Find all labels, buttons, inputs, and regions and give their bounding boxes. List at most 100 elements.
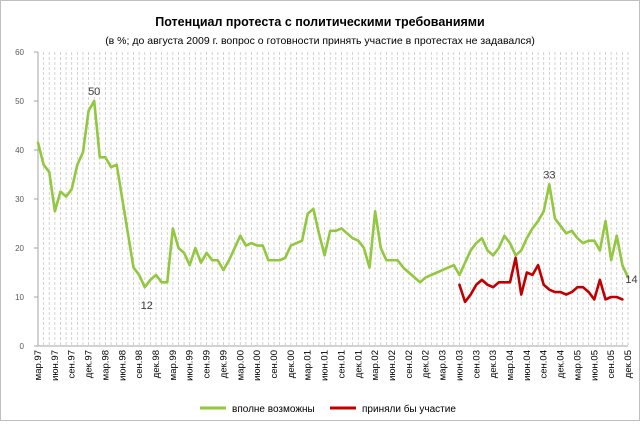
series-1-point <box>486 249 489 252</box>
series-1-point <box>447 266 450 269</box>
series-2-point <box>481 278 483 281</box>
series-1-point <box>155 274 157 276</box>
series-2-point <box>554 291 556 293</box>
x-tick-label: мар.99 <box>168 350 179 380</box>
series-1-point <box>312 207 315 210</box>
series-1-point <box>87 109 90 112</box>
x-tick-label: дек.98 <box>151 350 162 378</box>
series-1-point <box>497 247 500 249</box>
x-tick-label: дек.03 <box>488 350 499 378</box>
series-1-point <box>621 264 624 267</box>
data-label: 33 <box>543 169 555 181</box>
series-1-point <box>160 281 163 284</box>
series-1-point <box>469 249 472 252</box>
series-1-point <box>233 247 236 249</box>
series-1-point <box>295 242 298 245</box>
x-tick-label: дек.02 <box>421 350 432 378</box>
data-label: 12 <box>141 300 153 312</box>
y-tick-label: 20 <box>15 244 24 253</box>
series-2-point <box>492 286 495 289</box>
series-2-point <box>525 271 528 274</box>
series-1-point <box>374 210 377 213</box>
series-1-point <box>363 247 365 249</box>
x-tick-label: дек.00 <box>286 350 297 378</box>
series-1-point <box>615 234 618 237</box>
series-1-point <box>458 274 461 276</box>
series-1-point <box>548 183 551 186</box>
series-1-point <box>70 188 73 191</box>
series-1-point <box>228 259 230 262</box>
series-2-point <box>509 281 511 284</box>
x-tick-label: июн.02 <box>387 350 398 381</box>
axes: 0 10 20 30 40 50 60 мар.97 июн.97 сен.97 дек.97 мар… <box>15 48 634 381</box>
data-label: 50 <box>88 86 100 98</box>
series-1-point <box>37 141 39 144</box>
series-1-point <box>492 254 495 257</box>
series-2-point <box>458 283 461 286</box>
series-2-point <box>548 288 551 291</box>
chart-title: Потенциал протеста с политическими требо… <box>155 15 485 29</box>
series-1-point <box>245 244 247 247</box>
series-1-point <box>441 269 444 271</box>
series-1-point <box>593 239 596 242</box>
series-1-point <box>334 229 337 232</box>
series-1-point <box>93 100 96 102</box>
legend-label-1: вполне возможны <box>232 404 315 415</box>
x-tick-label: июн.98 <box>117 350 128 381</box>
x-tick-label: июн.00 <box>252 350 263 381</box>
series-2-point <box>565 293 568 296</box>
series-1-point <box>604 220 607 222</box>
series-1-point <box>599 249 601 252</box>
x-tick-label: сен.02 <box>404 350 415 379</box>
series-1-point <box>42 163 45 166</box>
series-2-point <box>576 286 579 289</box>
series-1-point <box>424 276 427 279</box>
series-1-point <box>250 242 253 245</box>
series-1-point <box>323 254 326 257</box>
series-1-point <box>402 266 405 269</box>
series-1-point <box>138 274 141 276</box>
x-tick-label: мар.97 <box>33 350 44 380</box>
series-1-point <box>627 276 629 279</box>
series-1-point <box>357 239 360 242</box>
series-1-point <box>115 163 118 166</box>
series-2-point <box>621 298 624 301</box>
series-2-point <box>542 283 545 286</box>
series-1-point <box>110 166 112 169</box>
series-2-point <box>475 283 478 286</box>
series-2-point <box>464 301 466 303</box>
series-1-point <box>610 259 613 262</box>
series-1-point <box>509 242 511 245</box>
series-2-point <box>559 291 562 293</box>
series-1-point <box>127 232 129 235</box>
data-label: 14 <box>625 274 637 286</box>
series-1-point <box>481 237 483 240</box>
series-2-point <box>604 298 607 301</box>
series-1-point <box>413 276 416 279</box>
series-1-point <box>76 163 79 166</box>
series-1-point <box>216 259 219 262</box>
series-2-point <box>497 281 500 284</box>
legend: вполне возможны приняли бы участие <box>200 403 456 415</box>
x-tick-label: дек.05 <box>623 350 634 378</box>
series-1-point <box>261 244 264 247</box>
x-tick-label: мар.02 <box>370 350 381 380</box>
series-1-point <box>475 242 478 245</box>
series-1-point <box>143 286 146 289</box>
series-1-point <box>318 232 320 235</box>
y-tick-label: 0 <box>20 342 25 351</box>
series-2-point <box>593 298 596 301</box>
series-layer <box>36 99 630 304</box>
series-1-point <box>419 281 421 284</box>
x-tick-label: июн.97 <box>50 350 61 381</box>
y-tick-label: 50 <box>15 97 24 106</box>
x-tick-label: мар.03 <box>438 350 449 380</box>
series-1-point <box>132 266 135 269</box>
x-tick-label: дек.97 <box>84 350 95 378</box>
series-1-point <box>82 151 84 154</box>
series-1-point <box>53 210 56 213</box>
x-tick-label: дек.01 <box>353 350 364 378</box>
y-tick-label: 40 <box>15 146 24 155</box>
x-tick-label: июн.01 <box>320 350 331 381</box>
